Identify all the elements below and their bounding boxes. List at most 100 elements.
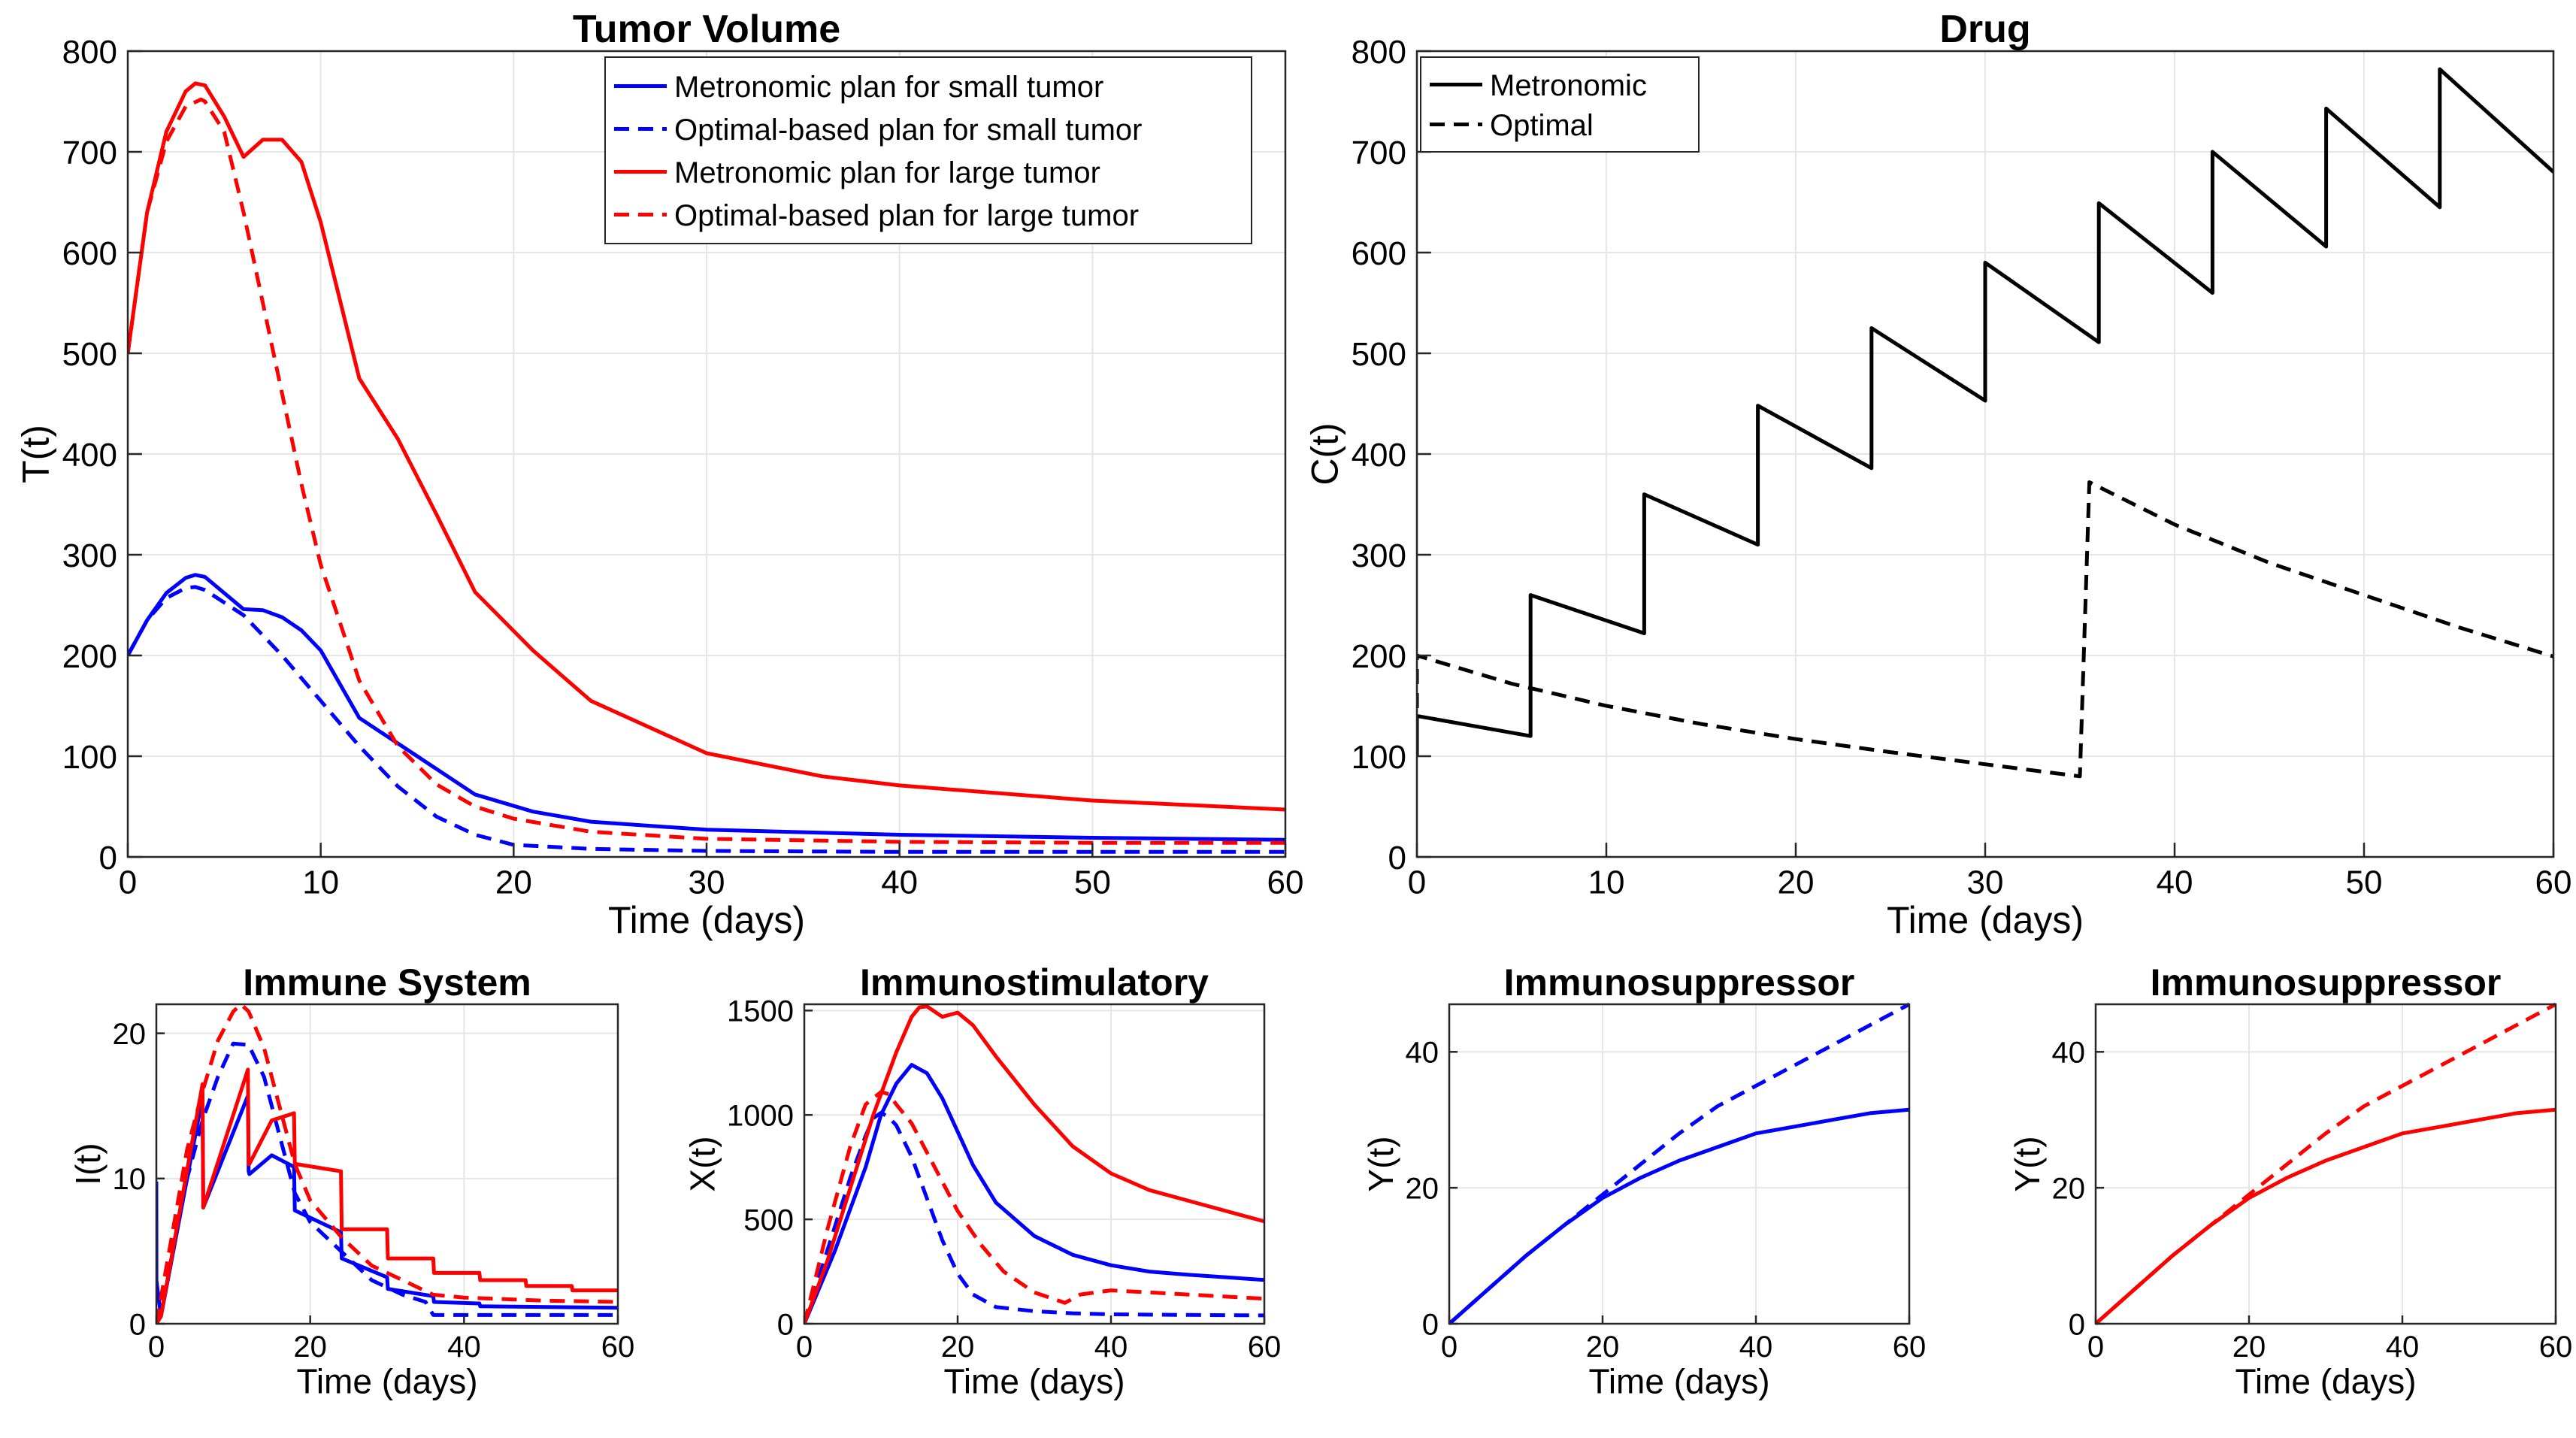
- x-tick-label: 30: [689, 864, 725, 901]
- x-tick-label: 60: [2539, 1331, 2573, 1364]
- x-tick-label: 20: [941, 1331, 975, 1364]
- x-axis-label: Time (days): [1887, 899, 2084, 941]
- y-axis-label: Y(t): [1361, 1136, 1400, 1191]
- y-tick-label: 1000: [727, 1100, 794, 1133]
- y-tick-label: 600: [1352, 235, 1406, 272]
- y-tick-label: 100: [62, 739, 117, 776]
- plot-area: [804, 1004, 1264, 1324]
- x-tick-label: 40: [1739, 1331, 1773, 1364]
- y-tick-label: 20: [2052, 1173, 2086, 1206]
- legend-label: Metronomic plan for small tumor: [674, 71, 1103, 104]
- y-tick-label: 400: [62, 437, 117, 474]
- y-tick-label: 800: [62, 34, 117, 71]
- legend-box: [1420, 56, 1700, 153]
- y-tick-label: 0: [99, 840, 117, 876]
- x-tick-label: 0: [1441, 1331, 1458, 1364]
- plot-area: [1449, 1004, 1909, 1324]
- x-tick-label: 10: [1588, 864, 1625, 901]
- y-tick-label: 0: [1422, 1308, 1439, 1341]
- x-tick-label: 40: [447, 1331, 481, 1364]
- series-line-1: [1449, 1002, 1909, 1325]
- chart-title: Immunosuppressor: [1504, 961, 1855, 1004]
- y-axis-label: I(t): [68, 1143, 107, 1185]
- y-axis-label: Y(t): [2008, 1136, 2047, 1191]
- y-tick-label: 700: [62, 135, 117, 171]
- y-tick-label: 1500: [727, 995, 794, 1028]
- suppr2-chart: 0 20 40 60 0 20 40 Immunosuppressor Time (days) Y…: [2008, 961, 2572, 1400]
- x-tick-label: 40: [2157, 864, 2193, 901]
- x-tick-label: 20: [1778, 864, 1815, 901]
- x-axis-label: Time (days): [2235, 1361, 2416, 1400]
- series-line-2: [804, 1004, 1264, 1324]
- x-tick-label: 20: [2232, 1331, 2266, 1364]
- y-tick-label: 600: [62, 235, 117, 272]
- x-tick-label: 0: [1408, 864, 1426, 901]
- series-line-2: [156, 1067, 618, 1325]
- legend: Metronomic Optimal: [1420, 56, 1700, 153]
- y-tick-label: 0: [1388, 840, 1406, 876]
- y-axis-label: C(t): [1304, 422, 1346, 485]
- y-tick-label: 40: [2052, 1037, 2086, 1070]
- legend-label: Optimal: [1490, 109, 1594, 142]
- plot-area: [156, 1004, 618, 1324]
- tumor-chart: 0 10 20 30 40 50 600100200300400500600700800Tu…: [15, 8, 1304, 941]
- immune-chart: 0 20 40 60 0 10 20 Immune System Time (days) I(t): [68, 961, 634, 1400]
- suppr1-chart: 0 20 40 60 0 20 40 Immunosuppressor Time (days) Y…: [1361, 961, 1926, 1400]
- series-line-3: [804, 1090, 1264, 1324]
- x-tick-label: 60: [1267, 864, 1304, 901]
- x-tick-label: 20: [1586, 1331, 1620, 1364]
- x-axis-label: Time (days): [1588, 1361, 1769, 1400]
- y-tick-label: 20: [1406, 1173, 1439, 1206]
- y-tick-label: 500: [743, 1204, 794, 1237]
- legend-label: Optimal-based plan for small tumor: [674, 114, 1142, 147]
- axes-frame: [803, 1003, 1266, 1325]
- plot-area: [2096, 1004, 2556, 1324]
- y-tick-label: 40: [1406, 1037, 1439, 1070]
- chart-title: Drug: [1939, 8, 2030, 51]
- x-tick-label: 10: [302, 864, 339, 901]
- legend: Metronomic plan for small tumor Optimal-b…: [604, 56, 1252, 244]
- x-tick-label: 0: [796, 1331, 813, 1364]
- y-tick-label: 100: [1352, 739, 1406, 776]
- y-tick-label: 200: [62, 638, 117, 675]
- axes-frame: [2094, 1003, 2557, 1325]
- x-tick-label: 60: [2535, 864, 2572, 901]
- y-tick-label: 0: [777, 1308, 794, 1341]
- y-tick-label: 300: [1352, 537, 1406, 574]
- legend-label: Metronomic plan for large tumor: [674, 156, 1100, 189]
- x-tick-label: 0: [119, 864, 137, 901]
- immunostim-chart: 0 20 40 60 0 500 1000 1500 Immunostimulatory Time…: [683, 961, 1281, 1400]
- y-tick-label: 200: [1352, 638, 1406, 675]
- y-tick-label: 0: [129, 1308, 146, 1341]
- x-tick-label: 60: [1893, 1331, 1927, 1364]
- x-tick-label: 20: [293, 1331, 327, 1364]
- series-line-3: [128, 97, 1285, 845]
- legend-label: Metronomic: [1490, 69, 1647, 102]
- chart-title: Tumor Volume: [573, 8, 840, 51]
- y-tick-label: 800: [1352, 34, 1406, 71]
- series-line-1: [2096, 1002, 2556, 1325]
- series-line-3: [156, 1002, 618, 1324]
- x-tick-label: 20: [495, 864, 532, 901]
- x-tick-label: 50: [2346, 864, 2383, 901]
- x-tick-label: 40: [1094, 1331, 1128, 1364]
- y-tick-label: 10: [113, 1163, 147, 1196]
- y-tick-label: 0: [2069, 1308, 2085, 1341]
- axes-frame: [155, 1003, 619, 1325]
- series-line-0: [1417, 67, 2553, 756]
- x-tick-label: 60: [601, 1331, 635, 1364]
- axes-frame: [1448, 1003, 1911, 1325]
- x-axis-label: Time (days): [296, 1361, 477, 1400]
- chart-title: Immune System: [243, 961, 531, 1004]
- y-tick-label: 300: [62, 537, 117, 574]
- y-tick-label: 500: [62, 336, 117, 373]
- y-axis-label: X(t): [683, 1136, 722, 1191]
- series-line-0: [128, 573, 1285, 842]
- x-tick-label: 0: [2087, 1331, 2104, 1364]
- x-tick-label: 50: [1074, 864, 1111, 901]
- series-line-1: [1417, 480, 2553, 779]
- x-tick-label: 30: [1967, 864, 2004, 901]
- legend-label: Optimal-based plan for large tumor: [674, 199, 1139, 232]
- legend-box: [604, 56, 1252, 244]
- y-tick-label: 500: [1352, 336, 1406, 373]
